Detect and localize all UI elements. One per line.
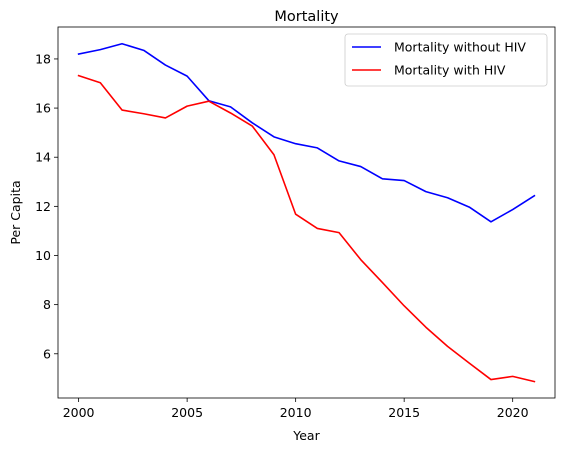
x-axis-label: Year bbox=[292, 428, 320, 443]
y-tick-label: 10 bbox=[35, 248, 51, 263]
series-line-without-hiv bbox=[77, 42, 536, 223]
legend-label-without-hiv: Mortality without HIV bbox=[394, 40, 526, 55]
x-axis: 2000 2005 2010 2015 2020 bbox=[63, 398, 529, 420]
y-tick-label: 14 bbox=[35, 150, 51, 165]
legend: Mortality without HIV Mortality with HIV bbox=[344, 33, 548, 87]
x-tick-label: 2015 bbox=[388, 405, 420, 420]
y-tick-label: 16 bbox=[35, 101, 51, 116]
y-axis: 6 8 10 12 14 16 18 bbox=[35, 51, 58, 361]
legend-box bbox=[344, 33, 548, 87]
x-tick-label: 2005 bbox=[171, 405, 203, 420]
series-line-with-hiv bbox=[77, 74, 536, 383]
x-tick-label: 2010 bbox=[280, 405, 312, 420]
plot-frame bbox=[57, 26, 556, 399]
chart-title: Mortality bbox=[274, 9, 339, 25]
x-tick-label: 2020 bbox=[497, 405, 529, 420]
x-tick-label: 2000 bbox=[63, 405, 95, 420]
y-axis-label: Per Capita bbox=[8, 180, 23, 244]
y-tick-label: 12 bbox=[35, 199, 51, 214]
legend-label-with-hiv: Mortality with HIV bbox=[394, 63, 506, 78]
y-tick-label: 8 bbox=[43, 297, 51, 312]
plot-area bbox=[77, 42, 536, 383]
y-tick-label: 18 bbox=[35, 51, 51, 66]
y-tick-label: 6 bbox=[43, 346, 51, 361]
